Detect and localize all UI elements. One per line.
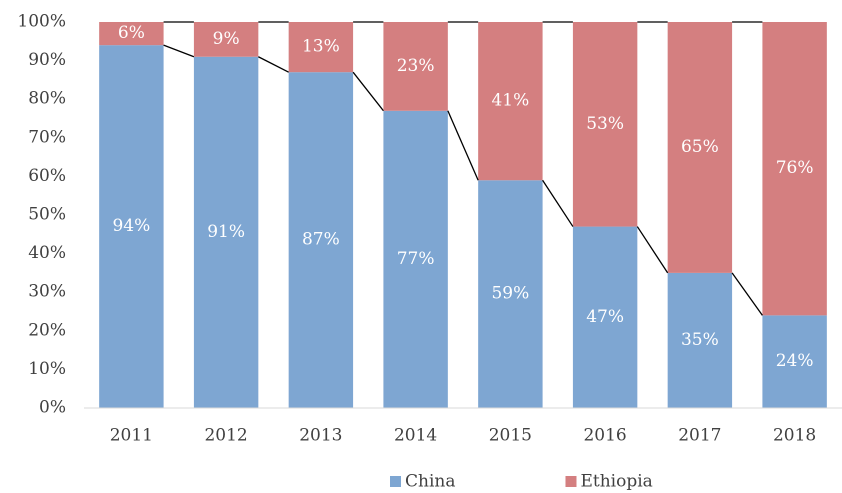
x-tick-label: 2013 — [299, 426, 342, 446]
bar-segment — [762, 22, 827, 316]
x-tick-label: 2016 — [583, 426, 626, 446]
value-label: 6% — [118, 23, 145, 43]
legend-swatch — [390, 476, 401, 487]
y-tick-label: 100% — [17, 12, 66, 32]
value-label: 35% — [681, 330, 719, 350]
y-tick-label: 40% — [28, 243, 66, 263]
x-tick-label: 2014 — [394, 426, 437, 446]
value-label: 94% — [112, 216, 150, 236]
y-tick-label: 60% — [28, 166, 66, 186]
series-line — [258, 56, 289, 73]
bar-segment — [667, 272, 733, 408]
value-label: 41% — [491, 91, 529, 111]
y-tick-label: 90% — [28, 50, 66, 70]
y-tick-label: 30% — [28, 282, 66, 302]
bar-segment — [383, 22, 448, 111]
x-tick-label: 2011 — [110, 426, 153, 446]
value-label: 87% — [302, 230, 340, 250]
y-tick-label: 20% — [28, 320, 66, 340]
series-line — [542, 179, 574, 227]
bar-segment — [99, 22, 164, 46]
x-tick-label: 2012 — [204, 426, 247, 446]
series-line — [731, 272, 763, 316]
bar-segment — [667, 22, 733, 273]
series-line — [163, 44, 195, 58]
bar-segment — [288, 22, 354, 73]
value-label: 65% — [681, 137, 719, 157]
y-tick-label: 80% — [28, 89, 66, 109]
y-tick-label: 0% — [39, 398, 66, 418]
bar-segment — [572, 22, 638, 227]
value-label: 91% — [207, 222, 245, 242]
value-label: 13% — [302, 37, 340, 57]
value-label: 59% — [491, 284, 529, 304]
value-label: 9% — [213, 29, 240, 49]
y-tick-label: 10% — [28, 359, 66, 379]
bar-segment — [193, 22, 259, 57]
legend-swatch — [565, 476, 577, 487]
series-line — [447, 110, 479, 181]
value-label: 53% — [586, 114, 624, 134]
legend-label: China — [405, 472, 455, 492]
x-tick-label: 2015 — [489, 426, 532, 446]
bar-segment — [193, 56, 259, 409]
y-tick-label: 50% — [28, 205, 66, 225]
bar-segment — [478, 22, 543, 181]
bar-segment — [99, 45, 164, 408]
bar-segment — [383, 110, 448, 408]
x-tick-label: 2017 — [678, 426, 721, 446]
bar-segment — [288, 72, 354, 409]
y-tick-label: 70% — [28, 127, 66, 147]
value-label: 24% — [776, 351, 814, 371]
series-line — [352, 71, 384, 112]
value-label: 76% — [776, 158, 814, 178]
value-label: 47% — [586, 307, 624, 327]
series-line — [636, 226, 669, 274]
value-label: 77% — [397, 249, 435, 269]
bar-segment — [572, 226, 638, 408]
legend-label: Ethiopia — [580, 472, 652, 492]
value-label: 23% — [397, 56, 435, 76]
bar-segment — [478, 180, 543, 408]
bar-segment — [762, 315, 827, 408]
x-tick-label: 2018 — [773, 426, 816, 446]
